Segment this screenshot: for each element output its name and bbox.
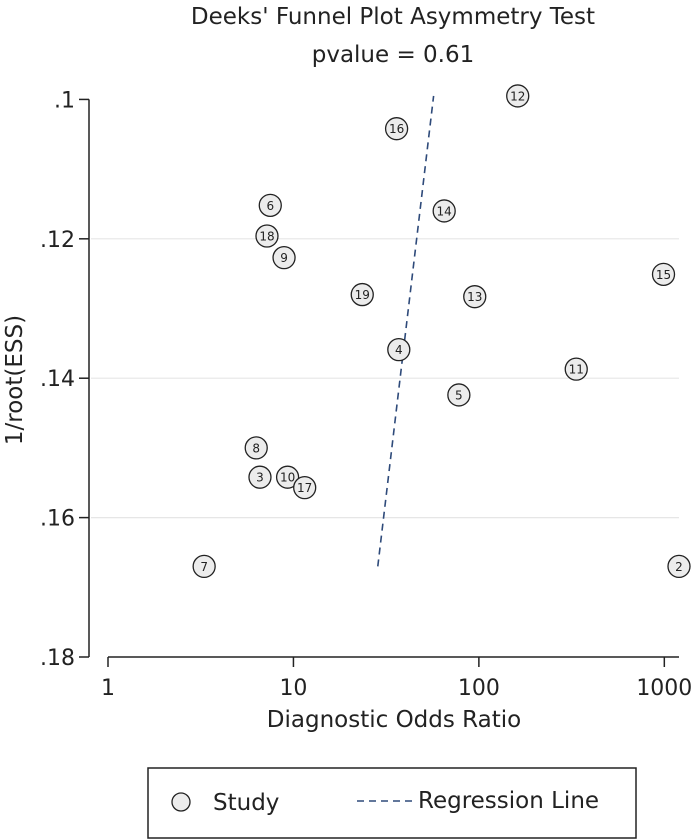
study-point-label: 3 bbox=[256, 471, 264, 485]
study-point-marker bbox=[258, 193, 282, 218]
legend-study-label: Study bbox=[213, 790, 279, 816]
study-point: 18 bbox=[255, 224, 279, 248]
study-point-marker bbox=[275, 465, 300, 489]
study-point-label: 10 bbox=[280, 471, 295, 485]
y-tick-label: .1 bbox=[54, 88, 75, 113]
study-point-marker bbox=[432, 199, 456, 223]
study-point: 16 bbox=[384, 117, 409, 141]
axes bbox=[79, 98, 679, 667]
study-point: 12 bbox=[506, 84, 530, 108]
chart-title: Deeks' Funnel Plot Asymmetry Test bbox=[191, 4, 595, 30]
study-point-label: 4 bbox=[395, 343, 403, 357]
study-point-label: 7 bbox=[200, 560, 208, 574]
study-point-label: 15 bbox=[656, 268, 671, 282]
study-point-label: 8 bbox=[252, 441, 260, 455]
x-tick-label: 10 bbox=[279, 676, 307, 701]
study-point: 5 bbox=[447, 383, 471, 407]
study-point: 6 bbox=[258, 193, 282, 218]
tick-labels: .1 .12 .14 .16 .18 1 10 100 1000 bbox=[40, 88, 692, 701]
study-point-label: 9 bbox=[280, 251, 288, 265]
x-tick-label: 1 bbox=[101, 676, 115, 701]
study-point-label: 5 bbox=[455, 388, 463, 402]
study-point-marker bbox=[350, 282, 374, 307]
y-tick-label: .18 bbox=[40, 646, 75, 671]
study-point-marker bbox=[463, 285, 487, 309]
study-point: 3 bbox=[248, 465, 272, 489]
y-tick-label: .12 bbox=[40, 228, 75, 253]
study-point-label: 12 bbox=[510, 89, 525, 103]
study-point: 11 bbox=[564, 357, 588, 381]
y-axis-title: 1/root(ESS) bbox=[2, 315, 28, 445]
study-point: 15 bbox=[651, 262, 676, 287]
study-point-label: 16 bbox=[389, 122, 404, 136]
study-point-label: 11 bbox=[569, 363, 584, 377]
study-point-marker bbox=[248, 465, 272, 489]
study-point-marker bbox=[651, 262, 676, 287]
study-point-marker bbox=[387, 337, 411, 362]
study-point-label: 19 bbox=[355, 288, 370, 302]
study-point-marker bbox=[192, 554, 216, 579]
x-tick-label: 1000 bbox=[636, 676, 692, 701]
study-point: 13 bbox=[463, 285, 487, 309]
y-tick-label: .16 bbox=[40, 507, 75, 532]
study-point: 10 bbox=[275, 465, 300, 489]
study-points: 2 3 4 5 6 7 8 9 10 11 12 13 14 15 16 17 18 19 bbox=[192, 84, 691, 579]
legend: Study Regression Line bbox=[147, 767, 637, 839]
study-point-marker bbox=[506, 84, 530, 108]
study-point: 9 bbox=[272, 245, 296, 270]
study-point-marker bbox=[272, 245, 296, 270]
study-point-marker bbox=[447, 383, 471, 407]
chart-subtitle: pvalue = 0.61 bbox=[312, 42, 475, 68]
study-point-label: 17 bbox=[297, 481, 312, 495]
regression-line-group bbox=[376, 95, 435, 567]
study-point-marker bbox=[293, 475, 317, 500]
study-point-marker bbox=[244, 436, 268, 460]
study-point: 14 bbox=[432, 199, 456, 223]
study-point-label: 6 bbox=[266, 199, 274, 213]
study-point: 2 bbox=[667, 554, 691, 579]
study-point-marker bbox=[667, 554, 691, 579]
x-tick-label: 100 bbox=[458, 676, 500, 701]
gridlines bbox=[91, 238, 679, 519]
legend-regression-label: Regression Line bbox=[418, 788, 599, 814]
study-point-marker bbox=[384, 117, 409, 141]
study-point: 19 bbox=[350, 282, 374, 307]
study-point-marker bbox=[564, 357, 588, 381]
study-point-marker bbox=[255, 224, 279, 248]
study-point-label: 2 bbox=[675, 560, 683, 574]
study-point-label: 18 bbox=[259, 230, 274, 244]
study-point-label: 13 bbox=[467, 290, 482, 304]
x-axis-title: Diagnostic Odds Ratio bbox=[267, 707, 521, 733]
study-point: 8 bbox=[244, 436, 268, 460]
regression-line bbox=[376, 95, 435, 567]
study-point: 4 bbox=[387, 337, 411, 362]
legend-study-marker bbox=[171, 792, 191, 812]
study-point-label: 14 bbox=[437, 204, 452, 218]
study-point: 7 bbox=[192, 554, 216, 579]
y-tick-label: .14 bbox=[40, 367, 75, 392]
legend-box bbox=[147, 767, 637, 839]
study-point: 17 bbox=[293, 475, 317, 500]
